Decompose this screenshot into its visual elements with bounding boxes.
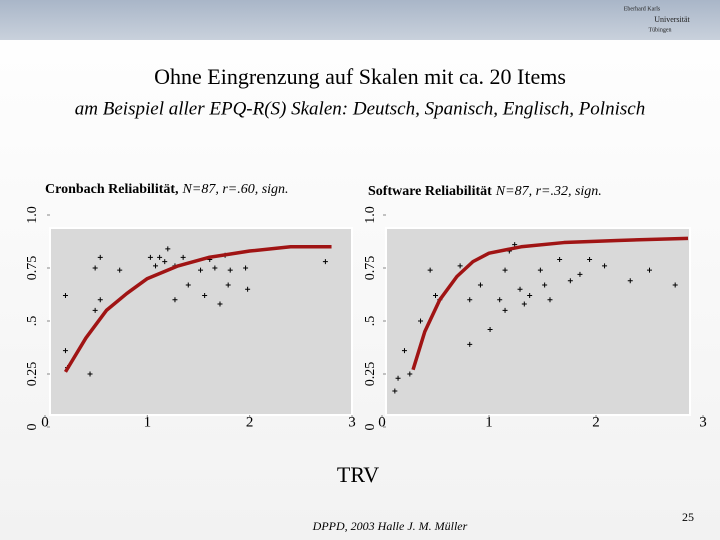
plot-area	[49, 227, 353, 416]
point	[418, 318, 424, 324]
logo-text: Tübingen	[649, 27, 672, 33]
y-tick-label: 0.75	[363, 256, 378, 281]
point	[577, 271, 583, 277]
point	[157, 254, 163, 260]
point	[627, 278, 633, 284]
point	[587, 257, 593, 263]
point	[62, 348, 68, 354]
point	[243, 265, 249, 271]
chart-title-main: Cronbach Reliabilität,	[45, 182, 179, 197]
x-tick-label: 3	[348, 414, 356, 430]
chart-title: Software Reliabilität N=87, r=.32, sign.	[368, 184, 602, 199]
footer: DPPD, 2003 Halle J. M. Müller	[312, 519, 468, 533]
plot-area	[385, 227, 691, 416]
point	[97, 297, 103, 303]
point	[542, 282, 548, 288]
point	[502, 267, 508, 273]
point	[467, 297, 473, 303]
page-number: 25	[682, 510, 694, 524]
point	[527, 293, 533, 299]
chart-title-stats: N=87, r=.32, sign.	[495, 184, 602, 199]
point	[153, 263, 159, 269]
slide-title: Ohne Eingrenzung auf Skalen mit ca. 20 I…	[154, 64, 566, 89]
point	[672, 282, 678, 288]
point	[322, 259, 328, 265]
x-tick-label: 3	[699, 414, 707, 430]
point	[212, 265, 218, 271]
x-tick-label: 1	[485, 414, 493, 430]
point	[392, 388, 398, 394]
y-tick-label: 0.25	[25, 362, 40, 387]
point	[180, 254, 186, 260]
point	[227, 267, 233, 273]
point	[147, 254, 153, 260]
point	[547, 297, 553, 303]
point	[467, 341, 473, 347]
point	[198, 267, 204, 273]
x-tick-label: 0	[41, 414, 49, 430]
point	[602, 263, 608, 269]
point	[557, 257, 563, 263]
point	[567, 278, 573, 284]
point	[497, 297, 503, 303]
x-tick-label: 2	[592, 414, 600, 430]
y-tick-label: .5	[363, 316, 378, 327]
point	[517, 286, 523, 292]
point	[87, 371, 93, 377]
y-tick-label: 0.75	[25, 256, 40, 281]
point	[487, 326, 493, 332]
y-tick-label: 0	[25, 424, 40, 431]
y-tick-label: .5	[25, 316, 40, 327]
point	[457, 263, 463, 269]
fit-curve	[411, 236, 689, 371]
chart-title-main: Software Reliabilität	[368, 184, 492, 199]
point	[245, 286, 251, 292]
point	[395, 375, 401, 381]
y-tick-label: 1.0	[25, 206, 40, 224]
y-tick-label: 0	[363, 424, 378, 431]
fit-curve	[63, 245, 332, 373]
point	[477, 282, 483, 288]
point	[502, 307, 508, 313]
point	[172, 297, 178, 303]
point	[117, 267, 123, 273]
point	[537, 267, 543, 273]
point	[92, 265, 98, 271]
x-tick-label: 0	[378, 414, 386, 430]
chart-title: Cronbach Reliabilität, N=87, r=.60, sign.	[45, 182, 289, 197]
point	[647, 267, 652, 273]
point	[521, 301, 527, 307]
slide-subtitle: am Beispiel aller EPQ-R(S) Skalen: Deuts…	[75, 98, 645, 119]
point	[407, 371, 413, 377]
point	[92, 307, 98, 313]
x-tick-label: 1	[144, 414, 152, 430]
point	[202, 293, 208, 299]
point	[217, 301, 223, 307]
y-tick-label: 1.0	[363, 206, 378, 224]
point	[401, 348, 407, 354]
point	[165, 246, 171, 252]
point	[225, 282, 231, 288]
point	[162, 259, 168, 265]
x-tick-label: 2	[246, 414, 254, 430]
point	[62, 293, 68, 299]
logo-text: Universität	[654, 15, 690, 24]
point	[427, 267, 433, 273]
banner	[0, 0, 720, 40]
chart-title-stats: N=87, r=.60, sign.	[182, 182, 289, 197]
y-tick-label: 0.25	[363, 362, 378, 387]
point	[97, 254, 103, 260]
axis-label: TRV	[337, 462, 379, 487]
logo-text: Eberhard Karls	[624, 6, 661, 12]
point	[185, 282, 191, 288]
point	[433, 293, 438, 299]
